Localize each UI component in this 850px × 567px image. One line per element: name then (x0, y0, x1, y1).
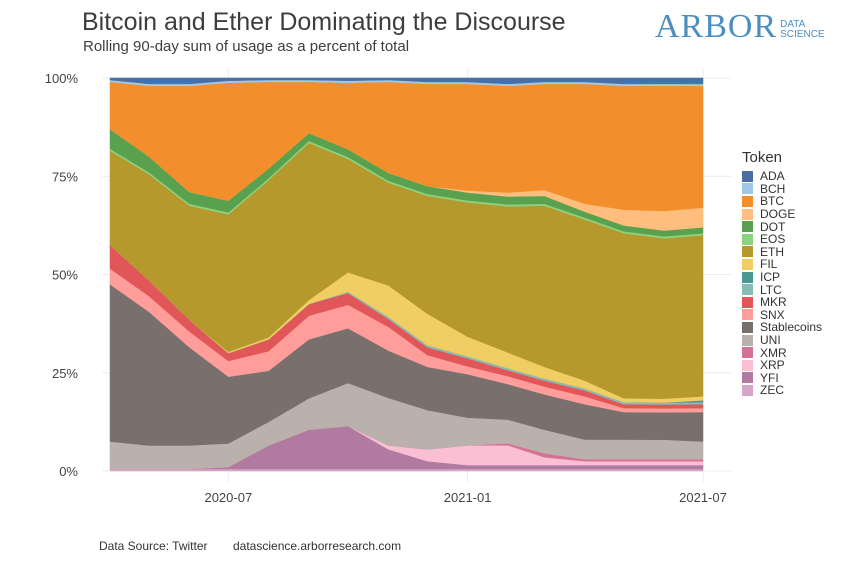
legend-label: ETH (760, 244, 784, 259)
legend-label: UNI (760, 333, 781, 348)
logo-sub-line1: DATA (780, 19, 806, 30)
legend-label: ICP (760, 270, 781, 285)
x-axis-ticks: 2020-07 2021-01 2021-07 (204, 490, 726, 505)
chart-title: Bitcoin and Ether Dominating the Discour… (82, 8, 566, 36)
legend-item-snx: SNX (742, 307, 822, 322)
legend-items: ADA BCH BTC DOGE DOT EOS ETH FIL ICP LTC MKR SNX Sta… (742, 169, 823, 398)
legend-item-icp: ICP (742, 270, 822, 285)
legend-swatch (742, 384, 753, 396)
legend-item-eth: ETH (742, 244, 822, 259)
legend: Token ADA BCH BTC DOGE DOT EOS ETH FIL ICP LTC MKR… (742, 149, 822, 397)
legend-item-ltc: LTC (742, 282, 822, 297)
legend-item-eos: EOS (742, 232, 822, 247)
legend-label: YFI (760, 370, 779, 385)
legend-item-mkr: MKR (742, 295, 822, 310)
legend-label: Stablecoins (760, 320, 823, 335)
legend-swatch (742, 271, 753, 283)
legend-label: BCH (760, 181, 786, 196)
logo-sub-line2: SCIENCE (780, 29, 825, 40)
legend-swatch (742, 334, 753, 346)
area-ada (109, 77, 704, 85)
legend-item-xmr: XMR (742, 345, 822, 360)
legend-label: DOT (760, 219, 786, 234)
legend-label: DOGE (760, 207, 796, 222)
y-tick-label: 75% (52, 169, 78, 184)
legend-item-dot: DOT (742, 219, 822, 234)
y-tick-label: 25% (52, 366, 78, 381)
legend-label: ADA (760, 169, 785, 184)
legend-swatch (742, 347, 753, 359)
legend-label: BTC (760, 194, 784, 209)
legend-item-stablecoins: Stablecoins (742, 320, 823, 335)
legend-item-doge: DOGE (742, 207, 822, 222)
data-source-note: Data Source: Twitter (99, 539, 208, 553)
legend-label: LTC (760, 282, 782, 297)
legend-item-ada: ADA (742, 169, 822, 184)
legend-label: XRP (760, 358, 785, 373)
y-axis-ticks: 0% 25% 50% 75% 100% (45, 71, 79, 479)
legend-swatch (742, 372, 753, 384)
arbor-logo: ARBOR DATA SCIENCE (655, 10, 825, 44)
legend-swatch (742, 258, 753, 270)
legend-item-zec: ZEC (742, 383, 822, 398)
legend-swatch (742, 284, 753, 296)
legend-swatch (742, 183, 753, 195)
x-tick-label: 2021-07 (679, 490, 727, 505)
legend-swatch (742, 359, 753, 371)
area-series-group (109, 77, 704, 472)
legend-swatch (742, 208, 753, 220)
legend-swatch (742, 221, 753, 233)
legend-item-bch: BCH (742, 181, 822, 196)
legend-swatch (742, 246, 753, 258)
legend-label: FIL (760, 257, 778, 272)
legend-swatch (742, 170, 753, 182)
logo-subtext: DATA SCIENCE (780, 20, 824, 40)
source-url: datascience.arborresearch.com (233, 539, 402, 553)
legend-label: SNX (760, 307, 785, 322)
x-tick-label: 2021-01 (444, 490, 492, 505)
legend-swatch (742, 296, 753, 308)
legend-swatch (742, 233, 753, 245)
legend-swatch (742, 321, 753, 333)
y-tick-label: 100% (45, 71, 79, 86)
area-zec (109, 468, 704, 472)
legend-label: XMR (760, 345, 787, 360)
legend-title: Token (742, 149, 783, 166)
legend-label: MKR (760, 295, 787, 310)
legend-swatch (742, 195, 753, 207)
y-tick-label: 0% (59, 464, 78, 479)
legend-item-xrp: XRP (742, 358, 822, 373)
legend-label: ZEC (760, 383, 784, 398)
y-tick-label: 50% (52, 268, 78, 283)
x-tick-label: 2020-07 (204, 490, 252, 505)
legend-item-btc: BTC (742, 194, 822, 209)
logo-word: ARBOR (655, 8, 778, 45)
legend-label: EOS (760, 232, 786, 247)
legend-item-uni: UNI (742, 333, 822, 348)
legend-swatch (742, 309, 753, 321)
legend-item-yfi: YFI (742, 370, 822, 385)
chart-subtitle: Rolling 90-day sum of usage as a percent… (83, 38, 410, 55)
legend-item-fil: FIL (742, 257, 822, 272)
